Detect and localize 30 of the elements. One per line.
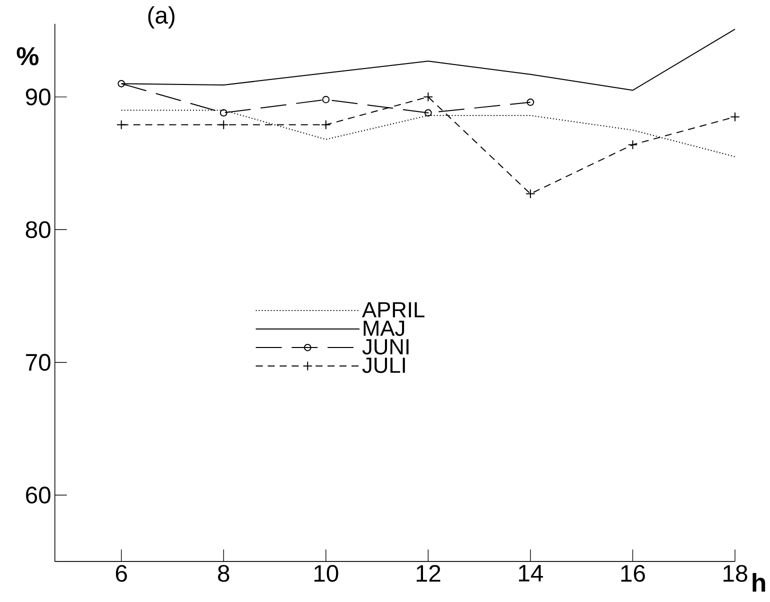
legend-label: APRIL: [362, 302, 424, 318]
x-tick-label: 18: [724, 564, 748, 582]
x-tick-label: 10: [314, 564, 338, 582]
y-tick-label: 90: [26, 88, 50, 106]
legend-label: MAJ: [364, 320, 404, 336]
x-tick-label: 6: [116, 564, 127, 582]
x-tick-label: 14: [519, 564, 543, 582]
point: [220, 109, 228, 116]
x-tick-label: 8: [218, 564, 230, 582]
point: [526, 188, 536, 199]
y-tick-label: 60: [26, 486, 50, 504]
x-axis-title: h: [752, 572, 766, 592]
point: [218, 120, 228, 130]
point: [730, 112, 740, 122]
y-tick-label: 70: [26, 354, 50, 371]
x-tick-label: 12: [416, 564, 440, 582]
point: [526, 98, 534, 106]
point: [322, 96, 330, 104]
point: [628, 140, 638, 150]
x-tick-label: 16: [621, 564, 645, 582]
point: [423, 92, 434, 102]
point: [424, 109, 432, 116]
point: [321, 120, 331, 130]
legend-label: JULI: [362, 358, 405, 373]
annotation: (a): [148, 6, 174, 28]
point: [116, 120, 126, 130]
legend-label: JUNI: [362, 339, 409, 354]
point: [118, 80, 126, 88]
y-tick-label: 80: [26, 221, 50, 238]
y-axis-title: %: [16, 46, 38, 66]
